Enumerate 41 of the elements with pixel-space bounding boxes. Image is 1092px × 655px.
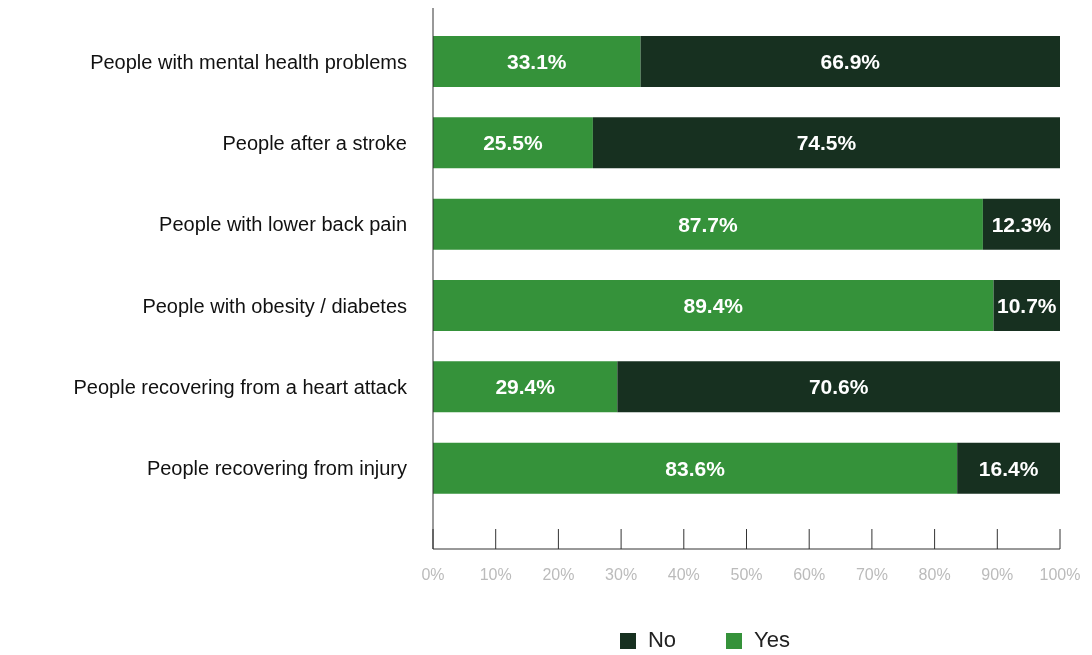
data-label: 29.4% [495, 375, 556, 399]
x-tick-label: 80% [918, 566, 951, 583]
bar [433, 117, 593, 169]
x-tick-label: 10% [479, 566, 512, 583]
y-tick-label: People recovering from injury [146, 457, 407, 480]
data-label: 66.9% [820, 49, 881, 73]
data-label: 16.4% [978, 456, 1039, 480]
y-tick-label: People with obesity / diabetes [142, 294, 407, 317]
x-tick-label: 0% [421, 566, 445, 583]
y-tick-label: People after a stroke [222, 132, 407, 155]
y-tick-label: People with lower back pain [159, 213, 407, 236]
x-tick-label: 100% [1039, 566, 1081, 583]
bar [592, 117, 1060, 169]
y-tick-label: People recovering from a heart attack [73, 376, 408, 399]
data-label: 70.6% [808, 375, 869, 399]
bar [433, 280, 994, 331]
x-tick-label: 90% [981, 566, 1014, 583]
legend-label: No [647, 627, 677, 652]
bar [617, 361, 1060, 413]
y-tick-label: People with mental health problems [90, 50, 407, 73]
data-label: 89.4% [683, 293, 744, 317]
data-label: 33.1% [507, 49, 567, 73]
data-label: 12.3% [991, 212, 1052, 236]
bar [640, 36, 1060, 87]
bar [433, 36, 641, 87]
x-tick-label: 20% [542, 566, 575, 583]
legend-label: Yes [754, 627, 790, 652]
x-tick-label: 50% [730, 566, 763, 583]
x-tick-label: 30% [605, 566, 638, 583]
bar [957, 442, 1060, 494]
data-label: 87.7% [678, 212, 739, 236]
x-tick-label: 60% [793, 566, 826, 583]
x-tick-label: 40% [667, 566, 700, 583]
bar [433, 361, 618, 413]
data-label: 74.5% [796, 131, 857, 155]
data-label: 25.5% [483, 131, 544, 155]
data-label: 83.6% [665, 456, 726, 480]
x-tick-label: 70% [855, 566, 888, 583]
bar [433, 442, 958, 494]
data-label: 10.7% [997, 293, 1057, 317]
bar [433, 198, 983, 250]
